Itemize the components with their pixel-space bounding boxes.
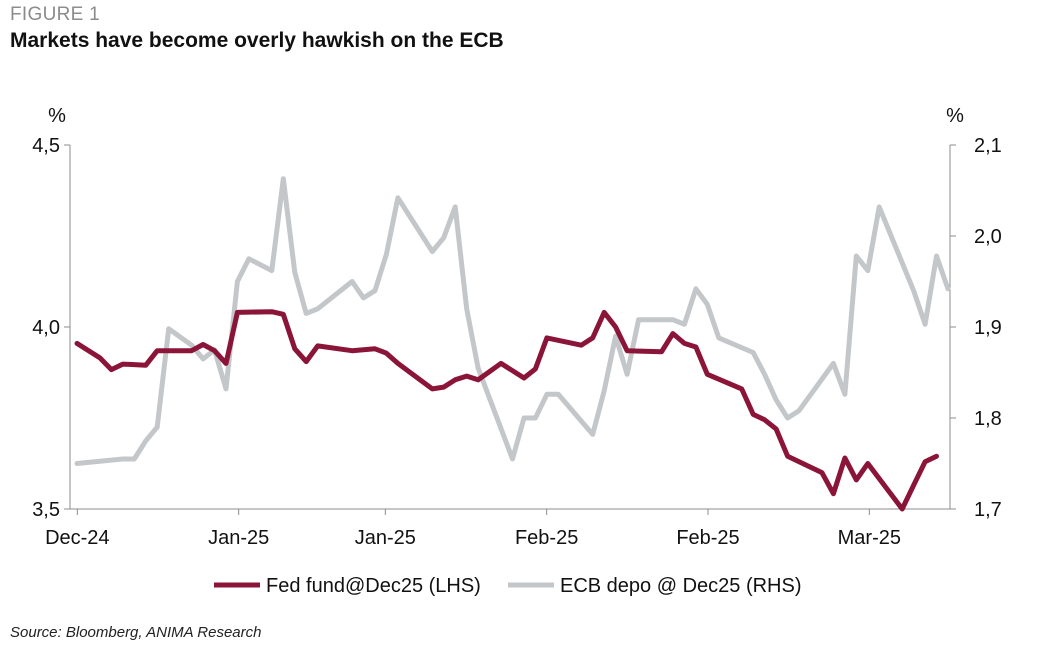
right-tick-label: 1,7 [974, 499, 1002, 521]
series-line-ecb-depo [74, 176, 951, 466]
x-tick-label: Jan-25 [355, 527, 416, 549]
x-tick-label: Mar-25 [838, 527, 901, 549]
figure-label: FIGURE 1 [10, 4, 101, 25]
x-tick-label: Jan-25 [208, 527, 269, 549]
left-tick-label: 3,5 [32, 499, 60, 521]
series-line-fed-fund [74, 309, 939, 512]
right-tick-label: 2,1 [974, 135, 1002, 157]
legend-item-fed-fund-label: Fed fund@Dec25 (LHS) [266, 575, 481, 597]
left-tick-label: 4,5 [32, 135, 60, 157]
right-tick-label: 1,9 [974, 317, 1002, 339]
x-tick-label: Feb-25 [676, 527, 739, 549]
x-tick-label: Dec-24 [45, 527, 109, 549]
legend-item-ecb-depo-label: ECB depo @ Dec25 (RHS) [560, 575, 802, 597]
chart-title: Markets have become overly hawkish on th… [10, 29, 504, 52]
left-tick-label: 4,0 [32, 317, 60, 339]
right-tick-label: 2,0 [974, 226, 1002, 248]
right-axis-unit: % [946, 105, 964, 127]
x-tick-label: Feb-25 [515, 527, 578, 549]
source-note: Source: Bloomberg, ANIMA Research [10, 624, 262, 641]
left-axis-unit: % [48, 105, 66, 127]
right-tick-label: 1,8 [974, 408, 1002, 430]
